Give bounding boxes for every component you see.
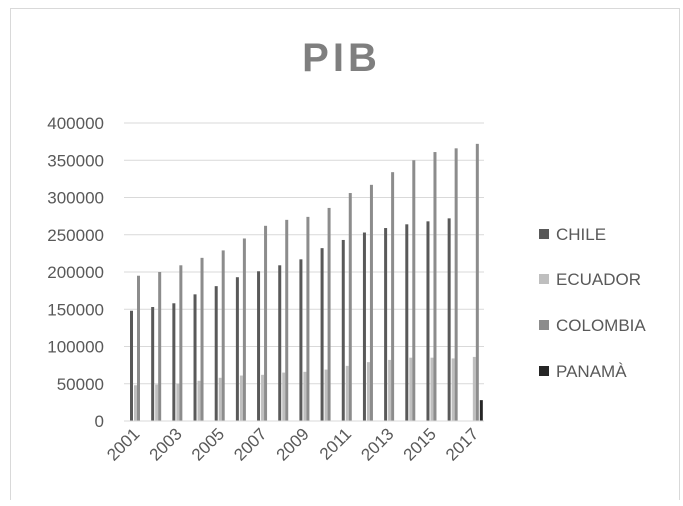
- bar-colombia-2017: [475, 143, 479, 422]
- bar-chile-2008: [278, 265, 282, 421]
- bar-chile-2014: [405, 224, 409, 421]
- x-tick-label: 2013: [357, 424, 397, 464]
- y-tick-label: 200000: [47, 263, 104, 282]
- y-tick-label: 300000: [47, 189, 104, 208]
- bar-colombia-2002: [158, 272, 162, 421]
- bar-colombia-2001: [137, 275, 140, 421]
- bar-colombia-2003: [179, 265, 183, 421]
- bar-ecuador-2003: [176, 383, 180, 421]
- x-tick-label: 2003: [146, 424, 186, 464]
- bar-colombia-2012: [369, 184, 373, 421]
- bar-ecuador-2012: [366, 362, 370, 421]
- chart-frame: [10, 8, 680, 500]
- x-tick-label: 2009: [273, 424, 313, 464]
- y-tick-label: 0: [95, 412, 104, 431]
- bar-chile-2015: [426, 221, 430, 421]
- legend-swatch-chile: [539, 229, 549, 239]
- bar-chile-2006: [235, 277, 239, 421]
- bar-ecuador-2007: [261, 374, 265, 421]
- bar-ecuador-2001: [134, 385, 137, 421]
- y-tick-label: 250000: [47, 226, 104, 245]
- bar-chile-2011: [341, 239, 345, 421]
- x-tick-label: 2001: [103, 424, 143, 464]
- bar-ecuador-2010: [324, 369, 328, 421]
- legend-swatch-ecuador: [539, 274, 549, 284]
- bar-ecuador-2009: [303, 371, 307, 421]
- bar-colombia-2005: [221, 250, 225, 421]
- bar-colombia-2004: [200, 257, 204, 421]
- bar-chile-2003: [172, 303, 176, 421]
- bar-chile-2004: [193, 294, 197, 421]
- legend-label-chile: CHILE: [556, 225, 606, 244]
- x-tick-label: 2011: [316, 424, 355, 463]
- bar-ecuador-2004: [197, 380, 201, 421]
- bar-colombia-2010: [327, 207, 331, 421]
- bar-chile-2010: [320, 248, 324, 421]
- legend-swatch-colombia: [539, 320, 549, 330]
- chart-title: PIB: [302, 36, 381, 80]
- bar-ecuador-2011: [345, 365, 349, 421]
- x-tick-label: 2005: [188, 424, 228, 464]
- legend: CHILE ECUADOR COLOMBIA PANAMÀ: [539, 225, 646, 381]
- bar-chile-2009: [299, 259, 303, 421]
- bar-ecuador-2017: [472, 356, 476, 421]
- bar-colombia-2006: [242, 238, 246, 421]
- bar-chile-2016: [447, 218, 451, 421]
- bar-chile-2002: [151, 307, 155, 421]
- bar-chile-2013: [384, 228, 388, 421]
- bar-ecuador-2015: [430, 357, 434, 421]
- x-tick-label: 2007: [230, 424, 270, 464]
- bar-ecuador-2016: [451, 358, 455, 421]
- bar-colombia-2016: [454, 148, 458, 421]
- bars: [130, 143, 483, 422]
- y-axis-ticks: 0 50000 100000 150000 200000 250000 300000 3500…: [47, 114, 104, 431]
- bar-chile-2005: [214, 286, 218, 421]
- bar-chile-2007: [257, 271, 261, 421]
- x-axis-ticks: 2001 2003 2005 2007 2009 2011 2013 2015 2017: [103, 424, 482, 464]
- bar-colombia-2013: [391, 172, 395, 421]
- bar-ecuador-2013: [388, 359, 392, 421]
- bar-colombia-2015: [433, 152, 437, 421]
- bar-colombia-2009: [306, 216, 310, 421]
- bar-ecuador-2006: [239, 375, 243, 421]
- legend-swatch-panamà: [539, 366, 549, 376]
- gridlines: [124, 122, 484, 385]
- bar-colombia-2008: [285, 219, 289, 421]
- bar-colombia-2011: [348, 193, 352, 421]
- legend-label-ecuador: ECUADOR: [556, 270, 641, 289]
- y-tick-label: 50000: [57, 375, 104, 394]
- bar-ecuador-2014: [409, 357, 413, 421]
- bar-colombia-2014: [412, 160, 416, 421]
- bar-ecuador-2002: [155, 384, 159, 421]
- y-tick-label: 350000: [47, 151, 104, 170]
- bar-panamà-2017: [479, 400, 483, 421]
- x-tick-label: 2017: [442, 424, 482, 464]
- bar-chile-2001: [130, 310, 133, 421]
- y-tick-label: 100000: [47, 338, 104, 357]
- legend-label-panamà: PANAMÀ: [556, 362, 627, 381]
- y-tick-label: 400000: [47, 114, 104, 133]
- bar-chile-2012: [362, 232, 366, 421]
- bar-ecuador-2005: [218, 377, 222, 421]
- bar-ecuador-2008: [282, 372, 286, 421]
- legend-label-colombia: COLOMBIA: [556, 316, 646, 335]
- y-tick-label: 150000: [47, 300, 104, 319]
- bar-colombia-2007: [264, 225, 268, 421]
- x-tick-label: 2015: [400, 424, 440, 464]
